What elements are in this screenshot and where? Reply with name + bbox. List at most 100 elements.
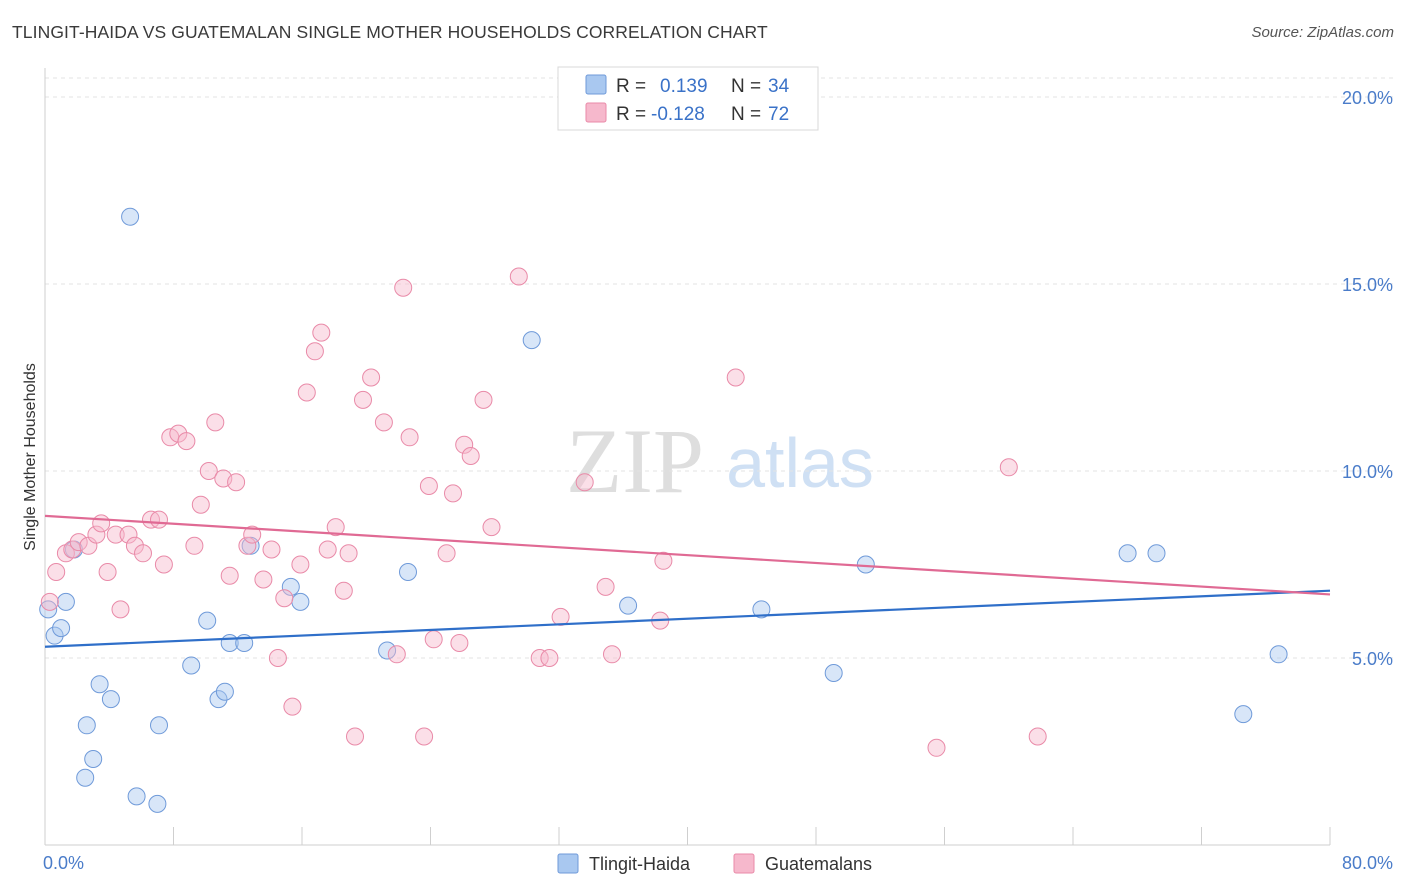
axes — [44, 68, 1331, 846]
legend-n-value-1: 34 — [768, 76, 790, 97]
legend-n-label-2: N = — [731, 104, 761, 125]
data-point — [185, 536, 204, 555]
legend-r-value-1: 0.139 — [660, 76, 708, 97]
data-point — [726, 368, 745, 387]
data-point — [334, 581, 353, 600]
data-point — [312, 323, 331, 342]
data-point — [450, 634, 469, 652]
source-credit: Source: ZipAtlas.com — [1251, 24, 1394, 41]
x-tick-labels: 0.0% 80.0% — [43, 853, 1393, 873]
data-point — [154, 555, 173, 574]
series-guatemalans — [40, 267, 1047, 757]
data-point — [619, 596, 638, 615]
data-point — [346, 727, 364, 746]
data-point — [40, 592, 59, 611]
data-point — [111, 600, 130, 619]
data-point — [69, 533, 88, 552]
x-tick-label-max: 80.0% — [1342, 853, 1393, 873]
chart-title: TLINGIT-HAIDA VS GUATEMALAN SINGLE MOTHE… — [12, 22, 768, 42]
data-point — [530, 649, 549, 667]
data-point — [56, 592, 75, 611]
data-points — [39, 207, 1288, 813]
data-point — [752, 600, 771, 619]
data-point — [856, 555, 875, 574]
data-point — [209, 690, 228, 709]
data-point — [318, 540, 337, 559]
data-point — [283, 697, 302, 716]
legend-n-label-1: N = — [731, 76, 761, 97]
legend-swatch-tlingit-haida — [585, 74, 607, 95]
legend-swatch-guatemalans — [585, 102, 607, 123]
data-point — [84, 750, 103, 768]
data-point — [339, 544, 358, 563]
data-point — [394, 278, 413, 297]
data-point — [551, 607, 570, 626]
data-point — [198, 611, 217, 630]
legend-r-label-2: R = — [616, 104, 646, 125]
data-point — [281, 577, 300, 596]
data-point — [1028, 727, 1047, 746]
data-point — [87, 525, 106, 544]
data-point — [362, 368, 381, 387]
y-tick-label: 10.0% — [1342, 462, 1393, 482]
data-point — [415, 727, 434, 746]
data-point — [268, 649, 287, 667]
watermark-zip: ZIP — [566, 410, 704, 512]
data-point — [927, 738, 946, 757]
y-tick-label: 15.0% — [1342, 275, 1393, 295]
data-point — [191, 495, 210, 514]
data-point — [127, 787, 146, 806]
data-point — [47, 563, 66, 581]
watermark: ZIP atlas — [566, 410, 874, 512]
data-point — [400, 428, 419, 447]
data-point — [182, 656, 201, 675]
y-tick-labels: 5.0% 10.0% 15.0% 20.0% — [1342, 88, 1393, 669]
data-point — [148, 794, 167, 813]
bottom-legend-label-tlingit-haida: Tlingit-Haida — [589, 854, 691, 874]
data-point — [354, 390, 372, 409]
data-point — [90, 675, 109, 694]
data-point — [262, 540, 281, 559]
trend-line-tlingit-haida — [44, 589, 1331, 648]
data-point — [1269, 645, 1288, 664]
data-point — [206, 413, 225, 432]
data-point — [98, 563, 117, 581]
trend-line-guatemalans — [44, 514, 1331, 596]
data-point — [45, 626, 64, 645]
y-tick-label: 5.0% — [1352, 649, 1393, 669]
data-point — [220, 566, 239, 585]
data-point — [243, 525, 262, 544]
data-point — [1234, 705, 1253, 724]
data-point — [387, 645, 406, 664]
data-point — [1147, 544, 1166, 563]
data-point — [444, 484, 462, 503]
data-point — [76, 768, 95, 787]
legend-r-value-2: -0.128 — [651, 104, 705, 125]
data-point — [39, 600, 58, 619]
data-point — [227, 473, 246, 492]
data-point — [399, 563, 417, 581]
legend-r-label-1: R = — [616, 76, 646, 97]
trend-lines — [44, 514, 1331, 648]
data-point — [419, 477, 438, 495]
data-point — [199, 462, 218, 480]
data-point — [254, 570, 273, 589]
data-point — [134, 544, 152, 563]
watermark-atlas: atlas — [726, 424, 874, 502]
data-point — [77, 716, 96, 735]
data-point — [150, 510, 168, 529]
data-point — [101, 690, 120, 709]
data-point — [603, 645, 621, 664]
y-axis-label: Single Mother Households — [22, 363, 39, 551]
series-tlingit-haida — [39, 207, 1288, 813]
x-tick-label-min: 0.0% — [43, 853, 84, 873]
bottom-legend-label-guatemalans: Guatemalans — [765, 854, 872, 874]
data-point — [121, 207, 140, 226]
data-point — [238, 536, 257, 555]
data-point — [482, 518, 501, 537]
data-point — [1118, 544, 1137, 563]
data-point — [119, 525, 138, 544]
legend-top: R = 0.139 N = 34 R = -0.128 N = 72 — [557, 66, 819, 131]
data-point — [374, 413, 393, 432]
